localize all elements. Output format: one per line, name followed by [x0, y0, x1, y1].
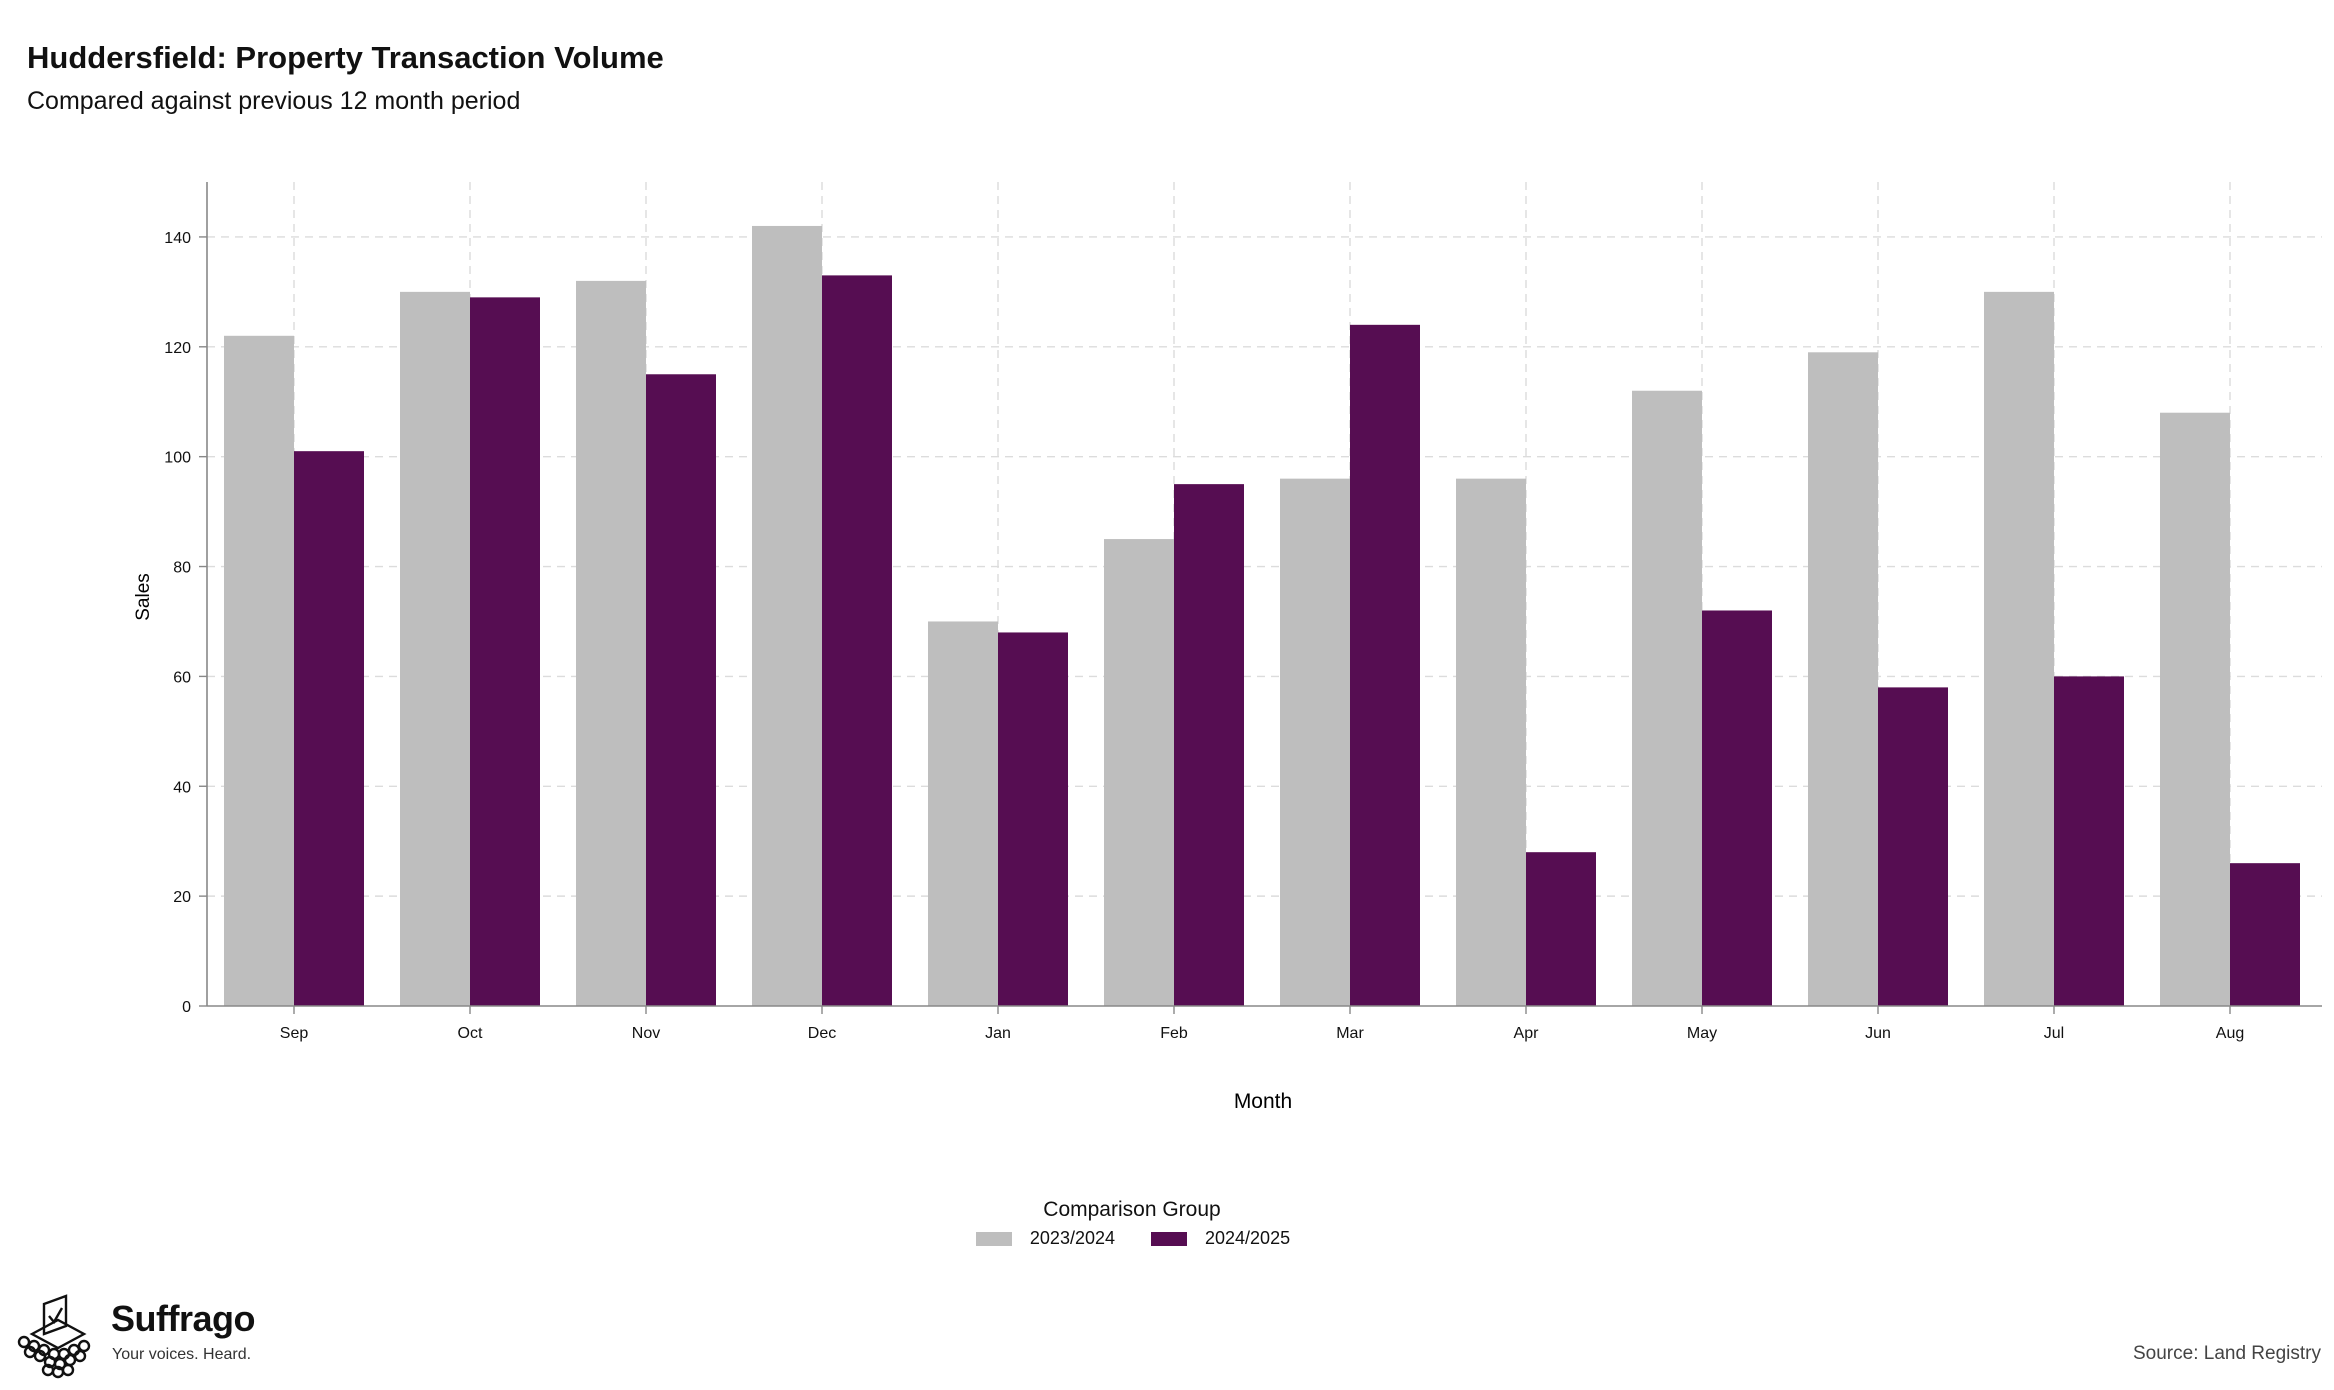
- y-tick-label: 60: [173, 669, 191, 686]
- legend: Comparison Group 2023/2024 2024/2025: [0, 1198, 2334, 1249]
- bar-2024-2025-apr: [1526, 852, 1596, 1006]
- bar-2024-2025-nov: [646, 374, 716, 1006]
- brand-tagline: Your voices. Heard.: [112, 1346, 252, 1363]
- chart-title: Huddersfield: Property Transaction Volum…: [27, 40, 664, 75]
- x-tick-label: Mar: [1336, 1025, 1364, 1042]
- y-axis-title: Sales: [133, 573, 154, 621]
- bars: [224, 225, 2300, 1007]
- legend-label: 2023/2024: [1029, 1228, 1115, 1248]
- x-tick-label: Jul: [2044, 1025, 2064, 1042]
- y-tick-label: 20: [173, 889, 191, 906]
- bar-2023-2024-jun: [1808, 352, 1878, 1006]
- legend-title: Comparison Group: [1043, 1198, 1221, 1221]
- x-tick-label: Oct: [458, 1025, 483, 1042]
- y-tick-label: 80: [173, 560, 191, 577]
- bar-2023-2024-apr: [1456, 478, 1526, 1006]
- x-tick-label: Apr: [1514, 1025, 1540, 1042]
- x-tick-label: Sep: [280, 1025, 309, 1042]
- bar-2024-2025-sep: [294, 451, 364, 1006]
- bar-2023-2024-may: [1632, 390, 1702, 1006]
- legend-items: 2023/2024 2024/2025: [0, 1228, 2334, 1249]
- x-tick-label: Dec: [808, 1025, 836, 1042]
- source-note: Source: Land Registry: [2133, 1343, 2321, 1364]
- y-tick-label: 140: [164, 230, 191, 247]
- bar-2024-2025-mar: [1350, 324, 1420, 1006]
- chart-subtitle: Compared against previous 12 month perio…: [27, 87, 521, 115]
- bar-2024-2025-feb: [1174, 484, 1244, 1007]
- bar-2023-2024-mar: [1280, 478, 1350, 1006]
- x-tick-label: Jan: [985, 1025, 1011, 1042]
- x-tick-label: Nov: [632, 1025, 660, 1042]
- bar-2024-2025-dec: [822, 275, 892, 1006]
- x-tick-label: Jun: [1865, 1025, 1891, 1042]
- bar-2024-2025-jul: [2054, 676, 2124, 1006]
- legend-swatch-2024-2025: [1151, 1231, 1187, 1246]
- bar-2023-2024-feb: [1104, 539, 1174, 1006]
- y-tick-label: 120: [164, 340, 191, 357]
- bar-2023-2024-aug: [2160, 412, 2230, 1007]
- bar-2023-2024-jul: [1984, 291, 2054, 1006]
- bar-2024-2025-aug: [2230, 863, 2300, 1006]
- brand-name: Suffrago: [111, 1298, 256, 1339]
- bar-2023-2024-jan: [928, 621, 998, 1006]
- legend-label: 2024/2025: [1205, 1228, 1291, 1248]
- y-tick-label: 100: [164, 450, 191, 467]
- ballot-box-icon: [17, 1294, 91, 1379]
- bar-2023-2024-dec: [752, 225, 822, 1007]
- y-tick-label: 40: [173, 779, 191, 796]
- bar-2023-2024-sep: [224, 335, 294, 1006]
- axis-labels: 0 20 40 60 80 100 120 140 Sep Oct Nov Dec Jan Feb Mar A…: [164, 230, 2244, 1042]
- bar-2024-2025-jun: [1878, 687, 1948, 1006]
- x-tick-label: Feb: [1160, 1025, 1188, 1042]
- bar-2024-2025-oct: [470, 297, 540, 1006]
- brand-logo: Suffrago Your voices. Heard.: [14, 1290, 274, 1390]
- x-tick-label: Aug: [2216, 1025, 2244, 1042]
- bar-2023-2024-oct: [400, 291, 470, 1006]
- legend-swatch-2023-2024: [975, 1231, 1012, 1246]
- bar-2024-2025-jan: [998, 632, 1068, 1006]
- axes: [199, 182, 2322, 1014]
- legend-item-2024-2025: 2024/2025: [1151, 1228, 1290, 1249]
- legend-item-2023-2024: 2023/2024: [975, 1228, 1115, 1249]
- bar-2024-2025-may: [1702, 610, 1772, 1006]
- x-tick-label: May: [1687, 1025, 1717, 1042]
- y-tick-label: 0: [182, 999, 191, 1016]
- bar-2023-2024-nov: [576, 280, 646, 1006]
- x-axis-title: Month: [1234, 1090, 1292, 1113]
